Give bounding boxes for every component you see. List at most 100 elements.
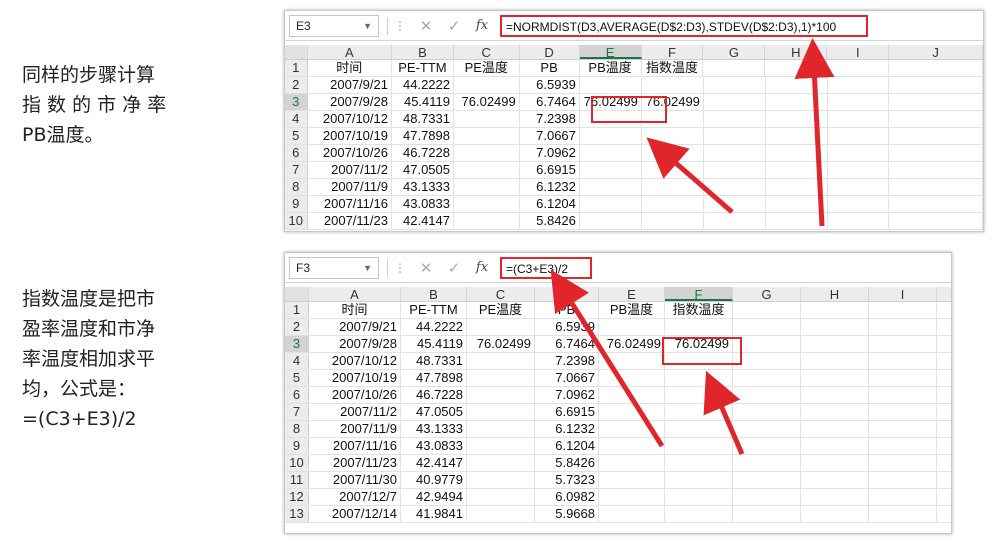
cell-g4[interactable]: [733, 353, 801, 369]
cell-a1[interactable]: 时间: [309, 302, 401, 318]
cell-d9[interactable]: 6.1204: [520, 196, 580, 212]
cell-a8[interactable]: 2007/11/9: [308, 179, 392, 195]
cell-d5[interactable]: 7.0667: [535, 370, 599, 386]
cell-a4[interactable]: 2007/10/12: [309, 353, 401, 369]
cell-f5[interactable]: [665, 370, 733, 386]
row-header[interactable]: 13: [285, 506, 309, 522]
cancel-icon[interactable]: ✕: [419, 259, 433, 277]
cell-e7[interactable]: [599, 404, 665, 420]
fx-icon[interactable]: fx: [475, 18, 489, 33]
cell-h1[interactable]: [765, 60, 828, 76]
cell-g7[interactable]: [704, 162, 766, 178]
cell-a4[interactable]: 2007/10/12: [308, 111, 392, 127]
cell-a3[interactable]: 2007/9/28: [308, 94, 392, 110]
cell-g3[interactable]: [704, 94, 766, 110]
cell-a5[interactable]: 2007/10/19: [308, 128, 392, 144]
column-header-j[interactable]: J: [889, 45, 983, 60]
cell-e13[interactable]: [599, 506, 665, 522]
cell-e12[interactable]: [599, 489, 665, 505]
more-icon[interactable]: ⋮: [394, 260, 406, 275]
column-header-a[interactable]: A: [309, 287, 401, 302]
cell-c7[interactable]: [467, 404, 535, 420]
cell-d13[interactable]: 5.9668: [535, 506, 599, 522]
cell-g9[interactable]: [704, 196, 766, 212]
cell-f2[interactable]: [642, 77, 704, 93]
cell-j9[interactable]: [889, 196, 983, 212]
cell-e4[interactable]: [580, 111, 642, 127]
cell-a9[interactable]: 2007/11/16: [309, 438, 401, 454]
row-header[interactable]: 1: [285, 60, 308, 76]
cell-i2[interactable]: [869, 319, 937, 335]
cell-i8[interactable]: [869, 421, 937, 437]
cell-a13[interactable]: 2007/12/14: [309, 506, 401, 522]
cell-e6[interactable]: [599, 387, 665, 403]
cell-g4[interactable]: [704, 111, 766, 127]
cell-i1[interactable]: [869, 302, 937, 318]
cell-c4[interactable]: [454, 111, 520, 127]
cell-f8[interactable]: [642, 179, 704, 195]
cell-j6[interactable]: [889, 145, 983, 161]
cell-a11[interactable]: 2007/11/30: [309, 472, 401, 488]
cell-g10[interactable]: [733, 455, 801, 471]
cell-f9[interactable]: [665, 438, 733, 454]
cell-d7[interactable]: 6.6915: [535, 404, 599, 420]
cell-h10[interactable]: [801, 455, 869, 471]
row-header[interactable]: 1: [285, 302, 309, 318]
column-header-g[interactable]: G: [703, 45, 766, 60]
cell-h2[interactable]: [801, 319, 869, 335]
cell-g8[interactable]: [733, 421, 801, 437]
row-header[interactable]: 5: [285, 370, 309, 386]
cell-c13[interactable]: [467, 506, 535, 522]
cell-i7[interactable]: [828, 162, 890, 178]
cell-c6[interactable]: [467, 387, 535, 403]
cell-i8[interactable]: [828, 179, 890, 195]
cell-j10[interactable]: [889, 213, 983, 229]
row-header[interactable]: 4: [285, 353, 309, 369]
cell-i9[interactable]: [869, 438, 937, 454]
cell-b13[interactable]: 41.9841: [401, 506, 467, 522]
row-header[interactable]: 11: [285, 472, 309, 488]
cell-c1[interactable]: PE温度: [454, 60, 520, 76]
cell-b4[interactable]: 48.7331: [392, 111, 454, 127]
cell-e6[interactable]: [580, 145, 642, 161]
cell-a7[interactable]: 2007/11/2: [308, 162, 392, 178]
cell-b4[interactable]: 48.7331: [401, 353, 467, 369]
cell-a6[interactable]: 2007/10/26: [309, 387, 401, 403]
cell-f1[interactable]: 指数温度: [665, 302, 733, 318]
cell-g11[interactable]: [733, 472, 801, 488]
cell-h9[interactable]: [801, 438, 869, 454]
cell-a6[interactable]: 2007/10/26: [308, 145, 392, 161]
cell-f11[interactable]: [665, 472, 733, 488]
cell-e5[interactable]: [580, 128, 642, 144]
cell-c3[interactable]: 76.02499: [454, 94, 520, 110]
cell-h5[interactable]: [801, 370, 869, 386]
cell-a10[interactable]: 2007/11/23: [308, 213, 392, 229]
cell-d11[interactable]: 5.7323: [535, 472, 599, 488]
cell-a5[interactable]: 2007/10/19: [309, 370, 401, 386]
cell-g7[interactable]: [733, 404, 801, 420]
cell-h1[interactable]: [801, 302, 869, 318]
column-header-i[interactable]: I: [827, 45, 890, 60]
cell-i6[interactable]: [828, 145, 890, 161]
cell-b12[interactable]: 42.9494: [401, 489, 467, 505]
cell-j8[interactable]: [889, 179, 983, 195]
cell-i4[interactable]: [869, 353, 937, 369]
row-header[interactable]: 3: [285, 336, 309, 352]
cell-b8[interactable]: 43.1333: [401, 421, 467, 437]
cancel-icon[interactable]: ✕: [419, 17, 433, 35]
cell-g5[interactable]: [733, 370, 801, 386]
cell-a2[interactable]: 2007/9/21: [308, 77, 392, 93]
row-header[interactable]: 12: [285, 489, 309, 505]
cell-j4[interactable]: [889, 111, 983, 127]
cell-a12[interactable]: 2007/12/7: [309, 489, 401, 505]
cell-b6[interactable]: 46.7228: [392, 145, 454, 161]
cell-f6[interactable]: [665, 387, 733, 403]
row-header[interactable]: 5: [285, 128, 308, 144]
cell-h10[interactable]: [766, 213, 828, 229]
name-box[interactable]: E3 ▼: [289, 14, 379, 37]
column-header-g[interactable]: G: [733, 287, 801, 302]
cell-h5[interactable]: [766, 128, 828, 144]
cell-i5[interactable]: [828, 128, 890, 144]
column-header-f[interactable]: F: [665, 287, 733, 302]
cell-c10[interactable]: [467, 455, 535, 471]
